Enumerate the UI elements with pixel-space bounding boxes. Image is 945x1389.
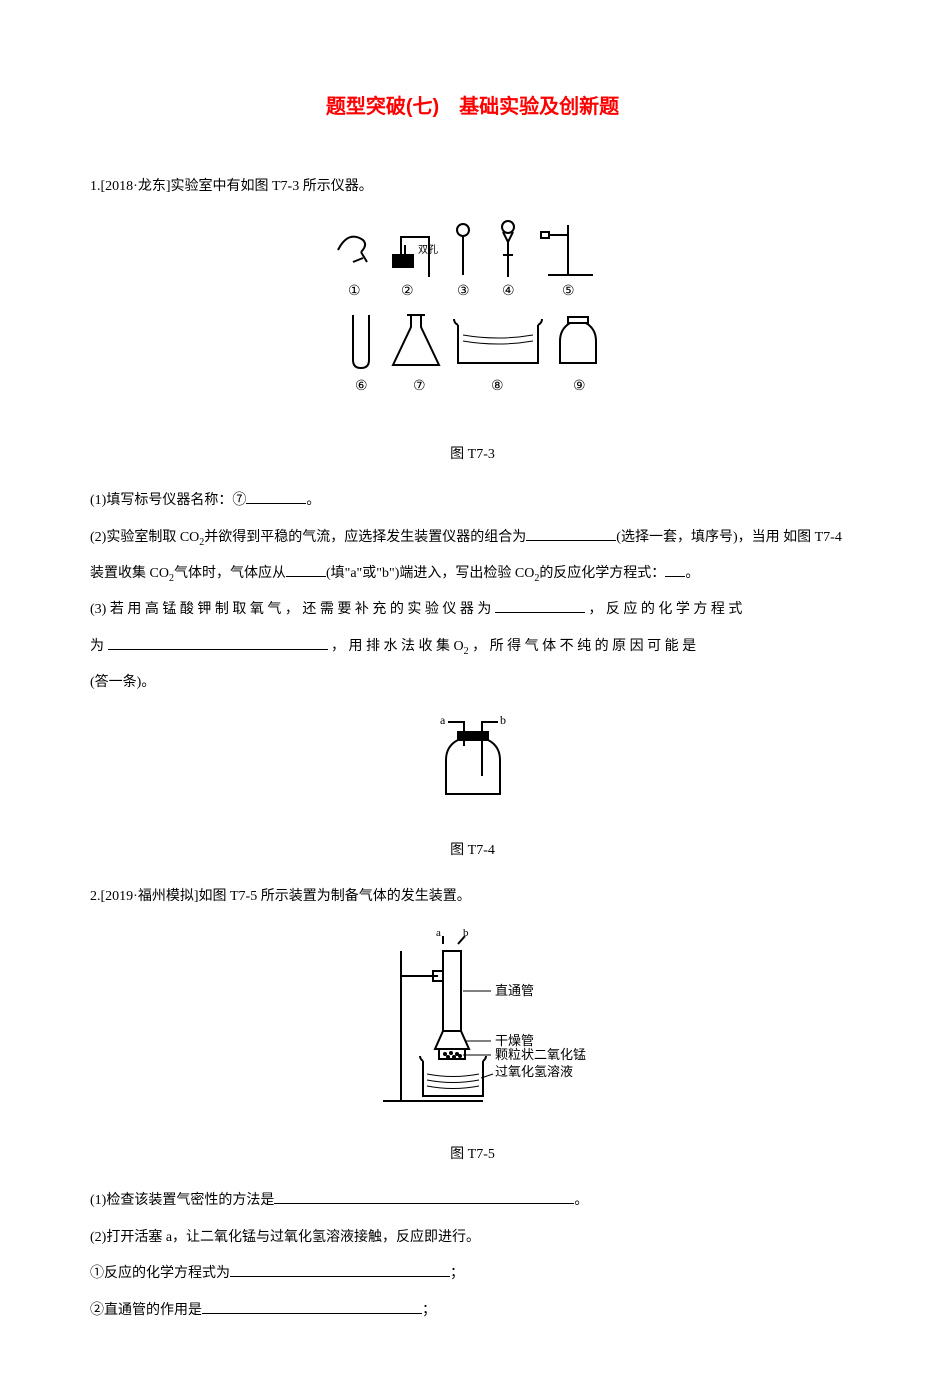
q2-lead: 2.[2019·福州模拟]如图 T7-5 所示装置为制备气体的发生装置。 bbox=[90, 879, 855, 915]
gas-bottle-icon: a b bbox=[418, 712, 528, 812]
num-7: ⑦ bbox=[413, 379, 426, 394]
q1-part2: (2)实验室制取 CO2并欲得到平稳的气流，应选择发生装置仪器的组合为(选择一套… bbox=[90, 520, 855, 593]
num-8: ⑧ bbox=[491, 379, 504, 394]
figure-t7-3: 双孔 bbox=[90, 215, 855, 430]
label-b: b bbox=[463, 927, 469, 939]
q2-p2-1b: ； bbox=[450, 1266, 464, 1281]
blank bbox=[274, 1189, 574, 1204]
body: 1.[2018·龙东]实验室中有如图 T7-3 所示仪器。 双孔 bbox=[90, 169, 855, 1329]
q1-p2-g: 的反应化学方程式： bbox=[539, 566, 665, 581]
double-hole-label: 双孔 bbox=[418, 244, 438, 256]
q1-p2-c: (选择一套，填序号)，当用 bbox=[616, 530, 779, 545]
q1-p2-h: 。 bbox=[685, 566, 699, 581]
q1-p3-e: ， 所 得 气 体 不 纯 的 原 因 可 能 是 bbox=[469, 639, 697, 654]
q1-p2-f: (填"a"或"b")端进入，写出检验 CO bbox=[326, 566, 534, 581]
q2-p2-2a: ②直通管的作用是 bbox=[90, 1303, 202, 1318]
q2-p1-a: (1)检查该装置气密性的方法是 bbox=[90, 1193, 274, 1208]
blank bbox=[495, 598, 585, 613]
label-a: a bbox=[436, 927, 441, 939]
page: 题型突破(七) 基础实验及创新题 1.[2018·龙东]实验室中有如图 T7-3… bbox=[0, 0, 945, 1389]
num-2: ② bbox=[401, 284, 414, 299]
num-4: ④ bbox=[502, 284, 515, 299]
q1-p1-b: 。 bbox=[306, 493, 320, 508]
blank bbox=[108, 635, 328, 650]
blank bbox=[230, 1262, 450, 1277]
blank bbox=[665, 562, 685, 577]
label-h2o2: 过氧化氢溶液 bbox=[495, 1064, 573, 1079]
q1-p3-b: ， 反 应 的 化 学 方 程 式 bbox=[585, 602, 743, 617]
num-1: ① bbox=[348, 284, 361, 299]
num-5: ⑤ bbox=[562, 284, 575, 299]
q1-p3-f: (答一条)。 bbox=[90, 675, 155, 690]
q2-p1-b: 。 bbox=[574, 1193, 588, 1208]
gas-generator-icon: a b 直通管 干燥管 颗粒状二氧化锰 过氧化氢溶液 bbox=[343, 926, 603, 1116]
label-dry: 干燥管 bbox=[495, 1033, 534, 1048]
q2-p2-1a: ①反应的化学方程式为 bbox=[90, 1266, 230, 1281]
q2-p2-2b: ； bbox=[422, 1303, 436, 1318]
blank bbox=[526, 526, 616, 541]
figure-t7-5: a b 直通管 干燥管 颗粒状二氧化锰 过氧化氢溶液 bbox=[90, 926, 855, 1131]
label-mno2: 颗粒状二氧化锰 bbox=[495, 1047, 586, 1062]
fig-t7-3-caption: 图 T7-3 bbox=[90, 437, 855, 473]
q2-part2: (2)打开活塞 a，让二氧化锰与过氧化氢溶液接触，反应即进行。 bbox=[90, 1220, 855, 1256]
q1-part3: (3) 若 用 高 锰 酸 钾 制 取 氧 气 ， 还 需 要 补 充 的 实 … bbox=[90, 592, 855, 701]
q2-part2-1: ①反应的化学方程式为 ； bbox=[90, 1256, 855, 1292]
q1-p3-d: ， 用 排 水 法 收 集 O bbox=[328, 639, 464, 654]
blank bbox=[246, 489, 306, 504]
q1-part1: (1)填写标号仪器名称：⑦ 。 bbox=[90, 483, 855, 519]
num-3: ③ bbox=[457, 284, 470, 299]
q1-p3-a: (3) 若 用 高 锰 酸 钾 制 取 氧 气 ， 还 需 要 补 充 的 实 … bbox=[90, 602, 495, 617]
q2-part1: (1)检查该装置气密性的方法是 。 bbox=[90, 1183, 855, 1219]
label-tube: 直通管 bbox=[495, 983, 534, 998]
blank bbox=[286, 562, 326, 577]
label-a: a bbox=[440, 713, 446, 727]
q2-part2-2: ②直通管的作用是 ； bbox=[90, 1293, 855, 1329]
num-9: ⑨ bbox=[573, 379, 586, 394]
figure-t7-4: a b bbox=[90, 712, 855, 827]
q1-lead: 1.[2018·龙东]实验室中有如图 T7-3 所示仪器。 bbox=[90, 169, 855, 205]
fig-t7-4-caption: 图 T7-4 bbox=[90, 833, 855, 869]
q1-p2-a: (2)实验室制取 CO bbox=[90, 530, 199, 545]
num-6: ⑥ bbox=[355, 379, 368, 394]
apparatus-diagram-icon: 双孔 bbox=[323, 215, 623, 415]
q1-p2-b: 并欲得到平稳的气流，应选择发生装置仪器的组合为 bbox=[204, 530, 526, 545]
blank bbox=[202, 1299, 422, 1314]
q1-p3-c: 为 bbox=[90, 639, 108, 654]
q1-p2-e: 气体时，气体应从 bbox=[174, 566, 286, 581]
q1-p1-a: (1)填写标号仪器名称：⑦ bbox=[90, 493, 246, 508]
fig-t7-5-caption: 图 T7-5 bbox=[90, 1137, 855, 1173]
label-b: b bbox=[500, 713, 506, 727]
page-title: 题型突破(七) 基础实验及创新题 bbox=[90, 90, 855, 119]
